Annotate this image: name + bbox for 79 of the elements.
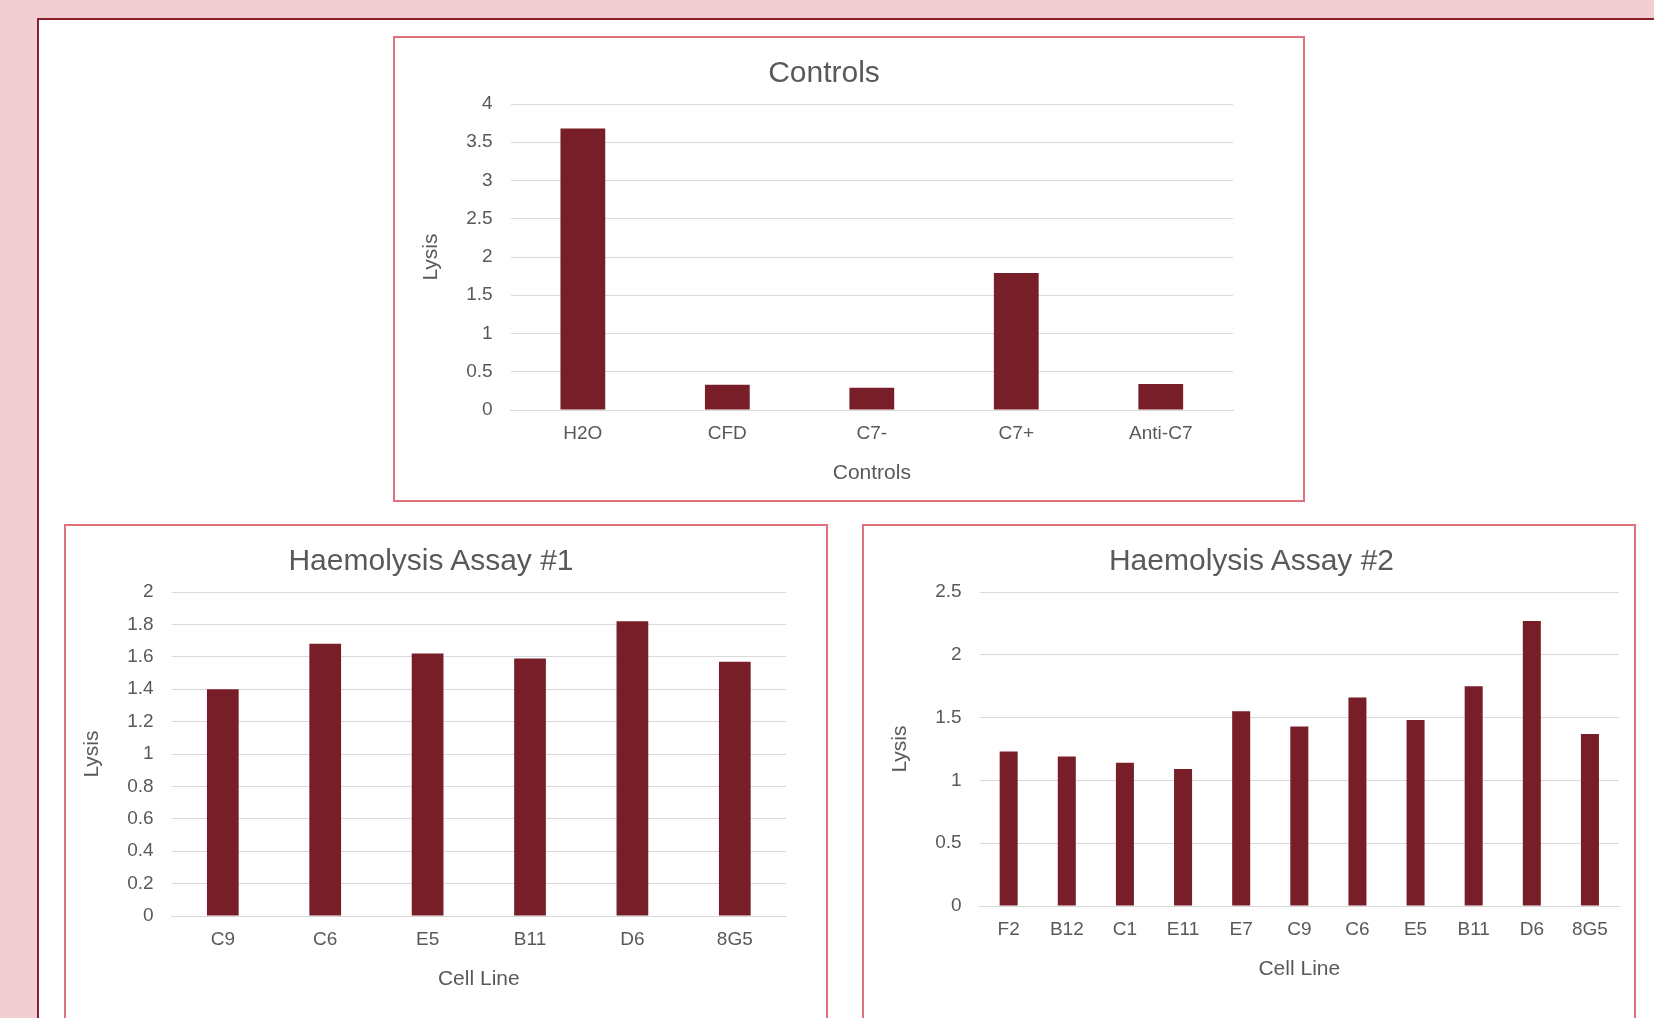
x-tick-label: C1 bbox=[1112, 917, 1138, 939]
bar bbox=[514, 658, 546, 916]
y-tick-label: 0.5 bbox=[466, 359, 493, 381]
y-tick-label: 1 bbox=[143, 742, 154, 764]
chart-title: Haemolysis Assay #2 bbox=[1108, 543, 1395, 577]
bar bbox=[1522, 620, 1541, 906]
x-tick-label: 8G5 bbox=[1571, 917, 1608, 939]
chart-title: Haemolysis Assay #1 bbox=[288, 543, 574, 577]
y-tick-label: 1.5 bbox=[935, 705, 962, 727]
x-tick-label: D6 bbox=[620, 927, 645, 949]
y-axis-title: Lysis bbox=[79, 730, 103, 778]
bar bbox=[616, 621, 649, 916]
bar bbox=[1057, 756, 1076, 906]
x-tick-label: 8G5 bbox=[716, 927, 753, 949]
y-tick-label: 2.5 bbox=[935, 580, 962, 602]
y-tick-label: 2 bbox=[143, 580, 154, 602]
x-tick-label: C6 bbox=[1345, 917, 1370, 939]
bar bbox=[1174, 769, 1193, 906]
y-tick-label: 0 bbox=[143, 904, 154, 926]
y-tick-label: 1.5 bbox=[466, 283, 493, 305]
bar bbox=[1232, 711, 1251, 906]
bar bbox=[1464, 686, 1483, 906]
x-tick-label: CFD bbox=[707, 421, 747, 443]
bar bbox=[1290, 726, 1309, 906]
x-tick-label: E11 bbox=[1166, 917, 1200, 939]
x-tick-label: E5 bbox=[1403, 917, 1428, 939]
x-tick-label: Anti-C7 bbox=[1129, 421, 1193, 443]
bar bbox=[309, 643, 342, 916]
bar bbox=[1348, 697, 1367, 906]
x-tick-label: B11 bbox=[513, 927, 547, 949]
x-tick-label: C7- bbox=[856, 421, 888, 443]
y-tick-label: 1 bbox=[951, 768, 962, 790]
y-tick-label: 0.5 bbox=[935, 831, 962, 853]
bar bbox=[1580, 733, 1599, 906]
y-tick-label: 1.8 bbox=[127, 612, 154, 634]
x-tick-label: E7 bbox=[1229, 917, 1253, 939]
x-tick-label: C7+ bbox=[998, 421, 1034, 443]
bar bbox=[718, 661, 751, 916]
bar bbox=[411, 653, 444, 916]
y-tick-label: 4 bbox=[482, 92, 494, 114]
x-tick-label: C9 bbox=[210, 927, 235, 949]
y-tick-label: 0.8 bbox=[127, 774, 154, 796]
y-axis-title: Lysis bbox=[887, 725, 911, 773]
x-tick-label: C9 bbox=[1287, 917, 1312, 939]
y-tick-label: 0.6 bbox=[127, 807, 154, 829]
y-tick-label: 1.6 bbox=[127, 645, 154, 667]
bar bbox=[206, 689, 239, 916]
y-tick-label: 2 bbox=[951, 643, 962, 665]
y-tick-label: 0 bbox=[951, 894, 962, 916]
bar bbox=[704, 384, 750, 410]
bar bbox=[1115, 762, 1134, 906]
x-tick-label: C6 bbox=[313, 927, 338, 949]
bar bbox=[560, 128, 606, 410]
bar bbox=[849, 387, 895, 410]
y-tick-label: 0 bbox=[482, 398, 493, 420]
x-tick-label: E5 bbox=[415, 927, 440, 949]
x-axis-title: Cell Line bbox=[1258, 956, 1341, 980]
y-tick-label: 0.4 bbox=[127, 839, 155, 861]
y-tick-label: 1.2 bbox=[127, 709, 154, 731]
bar bbox=[1406, 720, 1425, 906]
x-tick-label: B11 bbox=[1457, 917, 1490, 939]
bar bbox=[993, 273, 1039, 410]
y-axis-title: Lysis bbox=[418, 233, 442, 281]
x-axis-title: Cell Line bbox=[437, 966, 520, 990]
y-tick-label: 2 bbox=[482, 245, 493, 267]
bar bbox=[999, 751, 1018, 906]
y-tick-label: 3 bbox=[482, 168, 493, 190]
y-tick-label: 1 bbox=[482, 321, 493, 343]
y-tick-label: 1.4 bbox=[127, 677, 155, 699]
y-tick-label: 0.2 bbox=[127, 871, 154, 893]
x-tick-label: F2 bbox=[997, 917, 1020, 939]
chart-title: Controls bbox=[768, 55, 880, 89]
x-axis-title: Controls bbox=[832, 460, 911, 484]
x-tick-label: B12 bbox=[1049, 917, 1084, 939]
y-tick-label: 2.5 bbox=[466, 206, 493, 228]
y-tick-label: 3.5 bbox=[466, 130, 493, 152]
x-tick-label: D6 bbox=[1519, 917, 1544, 939]
bar bbox=[1138, 383, 1184, 410]
x-tick-label: H2O bbox=[563, 421, 603, 443]
